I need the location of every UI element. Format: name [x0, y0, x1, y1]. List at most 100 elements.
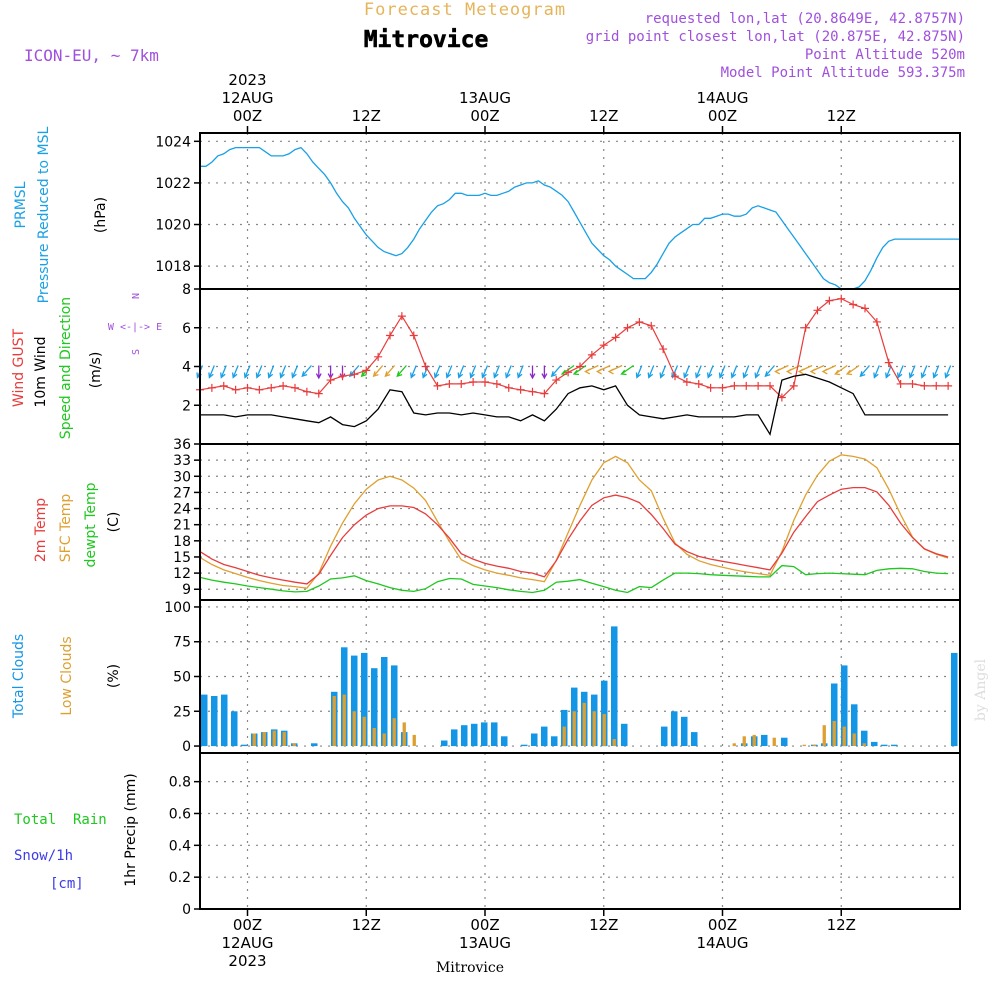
gust-marker — [516, 385, 525, 394]
low-cloud-bar — [252, 733, 256, 746]
low-cloud-bar — [852, 733, 856, 746]
gust-marker — [362, 366, 371, 375]
wind-direction-arrow — [834, 364, 848, 376]
low-cloud-bar — [582, 702, 586, 746]
y-tick-label: 4 — [182, 360, 191, 376]
gust-marker — [706, 383, 715, 392]
total-cloud-bar — [351, 655, 358, 746]
bottom-time-label: 12Z — [589, 916, 618, 934]
clouds-unit: (%) — [106, 664, 122, 688]
gust-marker — [813, 306, 822, 315]
gust-marker — [754, 381, 763, 390]
snow-label: Snow/1h — [14, 848, 73, 864]
location-title: Mitrovice — [364, 27, 489, 53]
wind-direction-arrow — [550, 365, 562, 378]
gust-marker — [374, 352, 383, 361]
wind-direction-arrow — [683, 365, 690, 379]
pressure-unit: (hPa) — [93, 197, 109, 233]
y-tick-label: 24 — [173, 502, 191, 518]
bottom-time-label: 14AUG — [697, 934, 749, 952]
total-cloud-bar — [841, 665, 848, 747]
total-cloud-bar — [861, 730, 868, 746]
y-tick-label: 15 — [173, 550, 191, 566]
y-tick-label: 0.8 — [169, 775, 191, 791]
compass-south: S — [131, 349, 142, 355]
total-cloud-bar — [541, 726, 548, 747]
low-clouds-label: Low Clouds — [59, 636, 75, 715]
total-cloud-bar — [241, 744, 248, 747]
pressure-label-line1: PRMSL — [13, 181, 29, 228]
wind-direction-arrow — [797, 364, 813, 375]
precip-panel: 0 0.2 0.4 0.6 0.8 — [169, 752, 961, 918]
gust-marker — [469, 378, 478, 386]
gust-marker — [421, 362, 430, 371]
top-time-label: 12Z — [827, 107, 856, 125]
wind-direction-arrow — [730, 365, 738, 379]
low-cloud-bar — [572, 711, 576, 747]
y-tick-label: 1024 — [155, 134, 191, 150]
total-cloud-bar — [221, 694, 228, 747]
wind-labels: Wind GUST 10m Wind Speed and Direction (… — [11, 293, 162, 439]
total-cloud-bar — [381, 657, 388, 746]
gust-marker — [279, 381, 288, 390]
gust-marker — [896, 379, 905, 388]
gust-marker — [647, 321, 656, 330]
bottom-time-label: 12Z — [827, 916, 856, 934]
grid-point-coords: grid point closest lon,lat (20.875E, 42.… — [586, 29, 965, 45]
wind-direction-arrow — [885, 365, 892, 379]
total-cloud-bar — [601, 680, 608, 747]
gust-marker — [932, 381, 941, 390]
top-time-label: 12Z — [352, 107, 381, 125]
wind-direction-arrow — [481, 365, 489, 379]
low-cloud-bar — [812, 744, 816, 747]
y-tick-label: 9 — [182, 582, 191, 598]
footer-location: Mitrovice — [436, 960, 504, 976]
wind-direction-arrow — [384, 365, 396, 378]
total-cloud-bar — [201, 694, 208, 747]
gust-marker — [291, 383, 299, 392]
low-cloud-bar — [742, 736, 746, 746]
credit-watermark: by Angel — [973, 658, 989, 721]
wind-direction-arrow — [873, 365, 880, 379]
wind-gust-label: Wind GUST — [11, 328, 27, 407]
total-cloud-bar — [471, 723, 478, 747]
total-cloud-bar — [781, 737, 788, 746]
temp-unit: (C) — [106, 512, 122, 533]
total-cloud-bar — [211, 696, 218, 747]
wind-direction-arrow — [595, 364, 611, 375]
wind-direction-arrow — [774, 364, 789, 375]
gust-marker — [659, 345, 668, 354]
top-time-label: 12AUG — [222, 89, 274, 107]
wind-direction-arrow — [529, 365, 536, 380]
wind-direction-arrow — [410, 365, 417, 379]
wind-direction-arrow — [243, 365, 251, 379]
top-time-label: 13AUG — [459, 89, 511, 107]
gust-marker — [386, 331, 394, 340]
total-cloud-bar — [531, 733, 538, 746]
gust-marker — [861, 304, 869, 313]
gust-marker — [730, 381, 739, 390]
y-tick-label: 0.4 — [169, 838, 191, 854]
clouds-panel: 0 25 50 75 100 — [164, 599, 961, 755]
gust-marker — [789, 381, 798, 390]
precip-unit: 1hr Precip (mm) — [123, 773, 139, 886]
wind-direction-arrow — [821, 364, 837, 375]
low-cloud-bar — [392, 718, 396, 746]
low-cloud-bar — [802, 744, 806, 747]
wind-direction-arrow — [231, 365, 239, 379]
wind-direction-arrow — [396, 365, 407, 378]
total-cloud-bar — [371, 668, 378, 747]
total-cloud-bar — [481, 722, 488, 746]
wind-direction-arrow — [944, 365, 952, 379]
low-cloud-bar — [332, 696, 336, 747]
wind-speed-dir-label: Speed and Direction — [58, 297, 74, 439]
gust-marker — [611, 333, 620, 342]
top-time-label: 00Z — [708, 107, 737, 125]
wind-direction-arrow — [433, 365, 441, 379]
total-cloud-bar — [551, 736, 558, 746]
pressure-line — [200, 146, 960, 290]
gust-marker — [433, 381, 442, 390]
low-cloud-bar — [282, 732, 286, 746]
y-tick-label: 18 — [173, 534, 191, 550]
